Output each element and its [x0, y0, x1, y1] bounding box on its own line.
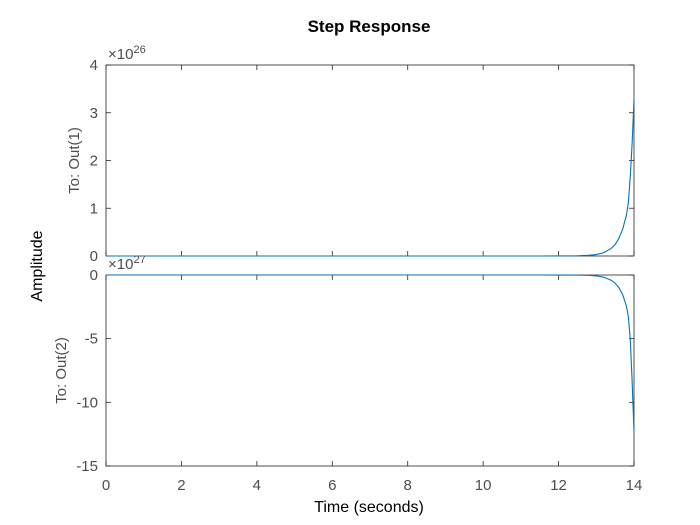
- x-tick-label: 6: [328, 477, 336, 494]
- response-line: [106, 99, 635, 257]
- x-tick-label: 14: [626, 477, 643, 494]
- y-axis-label: Amplitude: [29, 230, 46, 301]
- y-tick-label: -10: [76, 394, 98, 411]
- y-tick-label: 2: [90, 153, 98, 170]
- subplot-output-label: To: Out(1): [66, 127, 83, 194]
- y-tick-label: 0: [90, 248, 98, 265]
- x-axis-label: Time (seconds): [314, 499, 424, 516]
- x-tick-label: 8: [404, 477, 412, 494]
- response-line: [106, 274, 635, 432]
- y-tick-label: 4: [90, 57, 98, 74]
- y-exponent-label: ×1026: [108, 44, 146, 63]
- x-tick-label: 10: [475, 477, 492, 494]
- y-exponent-label: ×1027: [108, 254, 146, 273]
- y-tick-label: -15: [76, 458, 98, 475]
- x-tick-label: 2: [177, 477, 185, 494]
- axes-box: [105, 64, 635, 257]
- x-tick-label: 0: [102, 477, 110, 494]
- chart-title: Step Response: [308, 17, 431, 36]
- y-tick-label: 0: [90, 267, 98, 284]
- x-tick-label: 4: [253, 477, 261, 494]
- axes-box: [105, 274, 635, 467]
- subplot-1: 0 1 2 3 4 ×1026 To: Out(1): [66, 44, 635, 265]
- subplot-output-label: To: Out(2): [53, 337, 70, 404]
- y-tick-label: 3: [90, 105, 98, 122]
- y-tick-label: -5: [85, 331, 98, 348]
- x-tick-label: 12: [550, 477, 567, 494]
- y-tick-label: 1: [90, 200, 98, 217]
